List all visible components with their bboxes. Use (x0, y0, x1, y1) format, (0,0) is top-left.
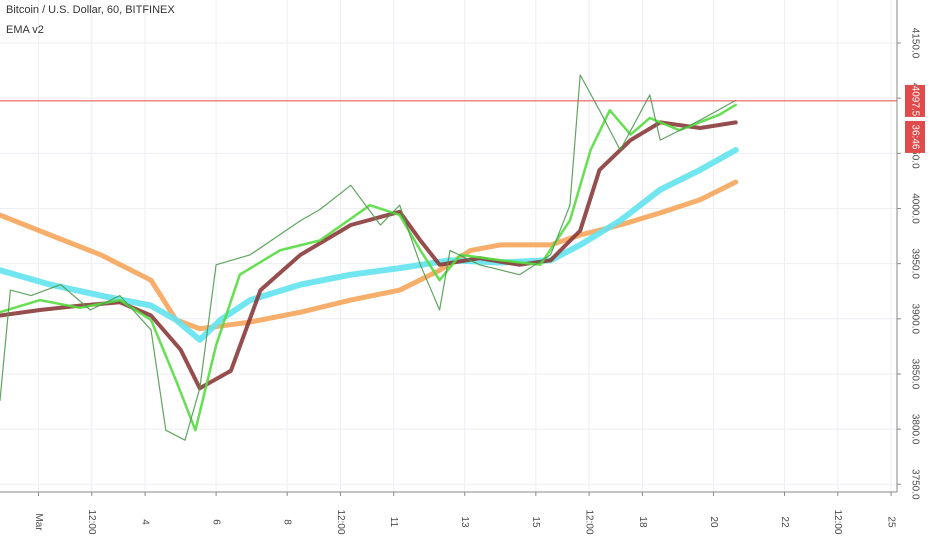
countdown-label: 36:46 (909, 124, 920, 149)
x-tick-label: 20 (708, 516, 719, 528)
x-tick-label: 25 (885, 516, 896, 528)
series-line (0, 120, 738, 391)
x-tick-label: 12:00 (86, 509, 97, 534)
x-tick-label: 15 (530, 516, 541, 528)
x-tick-label: 11 (388, 517, 399, 528)
y-tick-label: 4050.0 (909, 138, 920, 169)
y-tick-label: 3750.0 (909, 469, 920, 500)
x-tick-label: 8 (282, 519, 293, 525)
series-line (0, 74, 737, 441)
y-tick-label: 3800.0 (909, 414, 920, 445)
y-tick-label: 4000.0 (909, 193, 920, 224)
x-tick-label: 12:00 (583, 509, 594, 534)
series-line (0, 147, 739, 343)
y-tick-label: 4150.0 (909, 28, 920, 59)
grid (0, 0, 897, 492)
last-price-badge (905, 84, 925, 117)
x-tick-label: 6 (210, 519, 221, 525)
x-tick-label: 22 (779, 516, 790, 528)
last-price-label: 4097.5 (909, 86, 920, 117)
x-tick-label: 12:00 (335, 509, 346, 534)
series-line (0, 103, 737, 432)
y-tick-label: 3850.0 (909, 359, 920, 390)
y-tick-label: 3900.0 (909, 304, 920, 335)
series-line (0, 179, 739, 332)
x-tick-label: 12:00 (832, 509, 843, 534)
indicator-name: EMA v2 (6, 24, 44, 36)
y-tick-label: 3950.0 (909, 248, 920, 279)
x-tick-label: 4 (139, 519, 150, 525)
chart-title: Bitcoin / U.S. Dollar, 60, BITFINEX (6, 4, 175, 16)
x-tick-label: 18 (637, 516, 648, 528)
plot (0, 74, 739, 441)
countdown-badge (905, 120, 925, 153)
x-tick-label: 13 (459, 516, 470, 528)
x-tick-label: Mar (33, 513, 44, 531)
